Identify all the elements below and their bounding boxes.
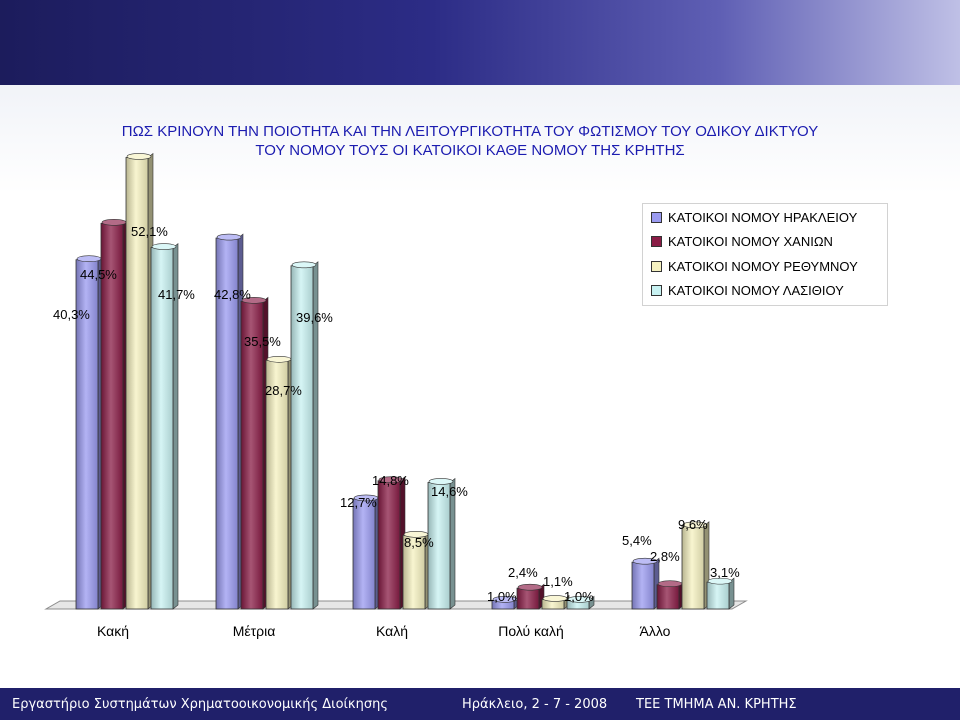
x-axis-label-1: Μέτρια — [233, 623, 276, 639]
footer-organization: ΤΕΕ ΤΜΗΜΑ ΑΝ. ΚΡΗΤΗΣ — [636, 697, 797, 712]
data-label-3-0: 1,0% — [487, 589, 517, 604]
legend-swatch-rethymno — [651, 260, 662, 272]
bar-3-1 — [516, 583, 545, 610]
legend-swatch-lasithi — [651, 284, 662, 296]
x-axis-label-4: Άλλο — [640, 623, 671, 639]
legend-item-rethymno: ΚΑΤΟΙΚΟΙ ΝΟΜΟΥ ΡΕΘΥΜΝΟΥ — [651, 257, 858, 275]
legend-label-rethymno: ΚΑΤΟΙΚΟΙ ΝΟΜΟΥ ΡΕΘΥΜΝΟΥ — [668, 258, 858, 274]
bar-4-0 — [631, 557, 660, 610]
data-label-1-1: 35,5% — [244, 334, 281, 349]
legend-item-heraklion: ΚΑΤΟΙΚΟΙ ΝΟΜΟΥ ΗΡΑΚΛΕΙΟΥ — [651, 208, 857, 226]
bar-0-2 — [125, 152, 154, 610]
bar-3-3 — [566, 595, 595, 610]
legend-swatch-chania — [651, 235, 662, 247]
data-label-1-2: 28,7% — [265, 383, 302, 398]
data-label-2-2: 8,5% — [404, 535, 434, 550]
data-label-0-3: 41,7% — [158, 287, 195, 302]
bar-0-3 — [150, 242, 179, 610]
legend-label-lasithi: ΚΑΤΟΙΚΟΙ ΝΟΜΟΥ ΛΑΣΙΘΙΟΥ — [668, 282, 844, 298]
data-label-1-0: 42,8% — [214, 287, 251, 302]
legend-label-chania: ΚΑΤΟΙΚΟΙ ΝΟΜΟΥ ΧΑΝΙΩΝ — [668, 233, 833, 249]
data-label-0-2: 52,1% — [131, 224, 168, 239]
bar-chart: 40,3% 44,5% 52,1% 41,7% 42,8% 35,5% 28,7% 39,6%… — [44, 152, 748, 639]
x-axis-label-2: Καλή — [376, 623, 408, 639]
data-label-3-3: 1,0% — [564, 589, 594, 604]
data-label-2-1: 14,8% — [372, 473, 409, 488]
data-label-4-0: 5,4% — [622, 533, 652, 548]
header-band — [0, 0, 960, 85]
data-label-4-1: 2,8% — [650, 549, 680, 564]
data-label-0-0: 40,3% — [53, 307, 90, 322]
footer-date: Ηράκλειο, 2 - 7 - 2008 — [462, 697, 608, 712]
bar-2-3 — [427, 477, 456, 610]
chart-title: ΠΩΣ ΚΡΙΝΟΥΝ ΤΗΝ ΠΟΙΟΤΗΤΑ ΚΑΙ ΤΗΝ ΛΕΙΤΟΥΡ… — [80, 122, 860, 160]
data-label-3-2: 1,1% — [543, 574, 573, 589]
data-label-0-1: 44,5% — [80, 267, 117, 282]
legend-item-lasithi: ΚΑΤΟΙΚΟΙ ΝΟΜΟΥ ΛΑΣΙΘΙΟΥ — [651, 281, 844, 299]
legend-item-chania: ΚΑΤΟΙΚΟΙ ΝΟΜΟΥ ΧΑΝΙΩΝ — [651, 232, 833, 250]
data-label-2-3: 14,6% — [431, 484, 468, 499]
bar-4-2 — [681, 521, 710, 610]
data-label-3-1: 2,4% — [508, 565, 538, 580]
footer-bar: Εργαστήριο Συστημάτων Χρηματοοικονομικής… — [0, 688, 960, 720]
data-label-4-3: 3,1% — [710, 565, 740, 580]
chart-legend: ΚΑΤΟΙΚΟΙ ΝΟΜΟΥ ΗΡΑΚΛΕΙΟΥ ΚΑΤΟΙΚΟΙ ΝΟΜΟΥ … — [642, 203, 888, 306]
data-label-4-2: 9,6% — [678, 517, 708, 532]
bar-2-1 — [377, 476, 406, 610]
bar-4-1 — [656, 580, 685, 610]
legend-swatch-heraklion — [651, 211, 662, 223]
bar-4-3 — [706, 577, 735, 610]
bar-1-3 — [290, 261, 319, 610]
data-label-2-0: 12,7% — [340, 495, 377, 510]
chart-title-line-1: ΠΩΣ ΚΡΙΝΟΥΝ ΤΗΝ ΠΟΙΟΤΗΤΑ ΚΑΙ ΤΗΝ ΛΕΙΤΟΥΡ… — [121, 123, 819, 140]
x-axis-label-0: Κακή — [97, 623, 129, 639]
footer-lab-name: Εργαστήριο Συστημάτων Χρηματοοικονομικής… — [12, 697, 388, 712]
legend-label-heraklion: ΚΑΤΟΙΚΟΙ ΝΟΜΟΥ ΗΡΑΚΛΕΙΟΥ — [668, 209, 858, 225]
chart-title-line-2: ΤΟΥ ΝΟΜΟΥ ΤΟΥΣ ΟΙ ΚΑΤΟΙΚΟΙ ΚΑΘΕ ΝΟΜΟΥ ΤΗ… — [255, 142, 685, 159]
bar-2-0 — [352, 494, 381, 610]
x-axis-label-3: Πολύ καλή — [498, 623, 564, 639]
data-label-1-3: 39,6% — [296, 310, 333, 325]
